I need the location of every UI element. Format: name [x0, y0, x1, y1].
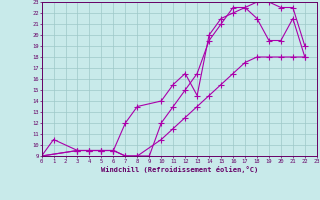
X-axis label: Windchill (Refroidissement éolien,°C): Windchill (Refroidissement éolien,°C) [100, 166, 258, 173]
